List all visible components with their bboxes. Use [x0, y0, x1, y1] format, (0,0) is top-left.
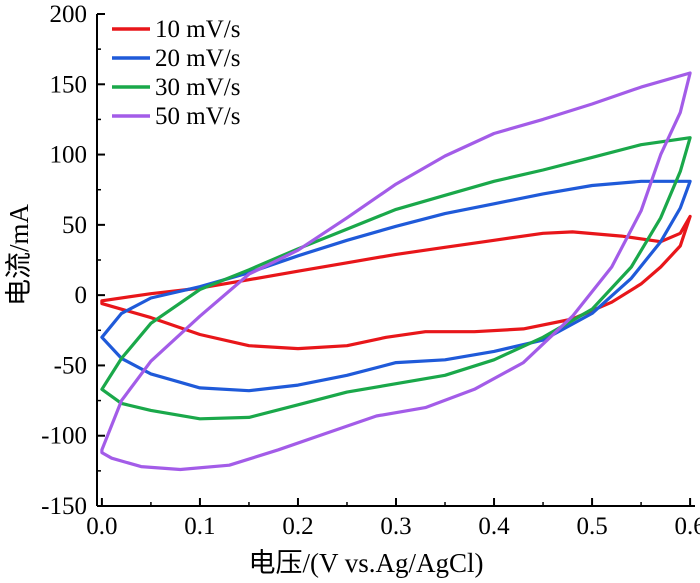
- x-tick-label: 0.4: [478, 513, 510, 540]
- y-tick-label: -100: [41, 423, 87, 450]
- y-tick-label: -50: [54, 352, 87, 379]
- y-tick-label: 150: [50, 71, 88, 98]
- x-tick-label: 0.1: [184, 513, 215, 540]
- series-curve-2: [100, 179, 692, 393]
- x-tick-label: 0.3: [380, 513, 411, 540]
- legend-label-4: 50 mV/s: [155, 103, 240, 130]
- plot-curves: [100, 71, 692, 472]
- series-curve-1: [100, 214, 692, 351]
- y-tick-label: 200: [50, 1, 88, 28]
- y-tick-label: -150: [41, 493, 87, 520]
- legend: 10 mV/s20 mV/s30 mV/s50 mV/s: [112, 16, 240, 130]
- y-axis-label: 电流/mA: [4, 204, 34, 307]
- y-tick-label: 0: [75, 282, 88, 309]
- x-tick-label: 0.5: [576, 513, 607, 540]
- legend-label-1: 10 mV/s: [155, 16, 240, 43]
- legend-label-3: 30 mV/s: [155, 74, 240, 101]
- y-tick-label: 50: [62, 212, 87, 239]
- x-tick-label: 0.6: [674, 513, 700, 540]
- series-curve-4: [100, 71, 692, 472]
- x-tick-label: 0.0: [86, 513, 117, 540]
- series-curve-3: [100, 136, 692, 421]
- x-tick-label: 0.2: [282, 513, 313, 540]
- y-tick-label: 100: [50, 142, 88, 169]
- legend-label-2: 20 mV/s: [155, 45, 240, 72]
- x-axis-label: 电压/(V vs.Ag/AgCl): [248, 548, 483, 578]
- axes: -150 -100 -50 0 50 100 150 200 0.0 0.1 0.2 0.3 0.4 0.…: [41, 1, 700, 540]
